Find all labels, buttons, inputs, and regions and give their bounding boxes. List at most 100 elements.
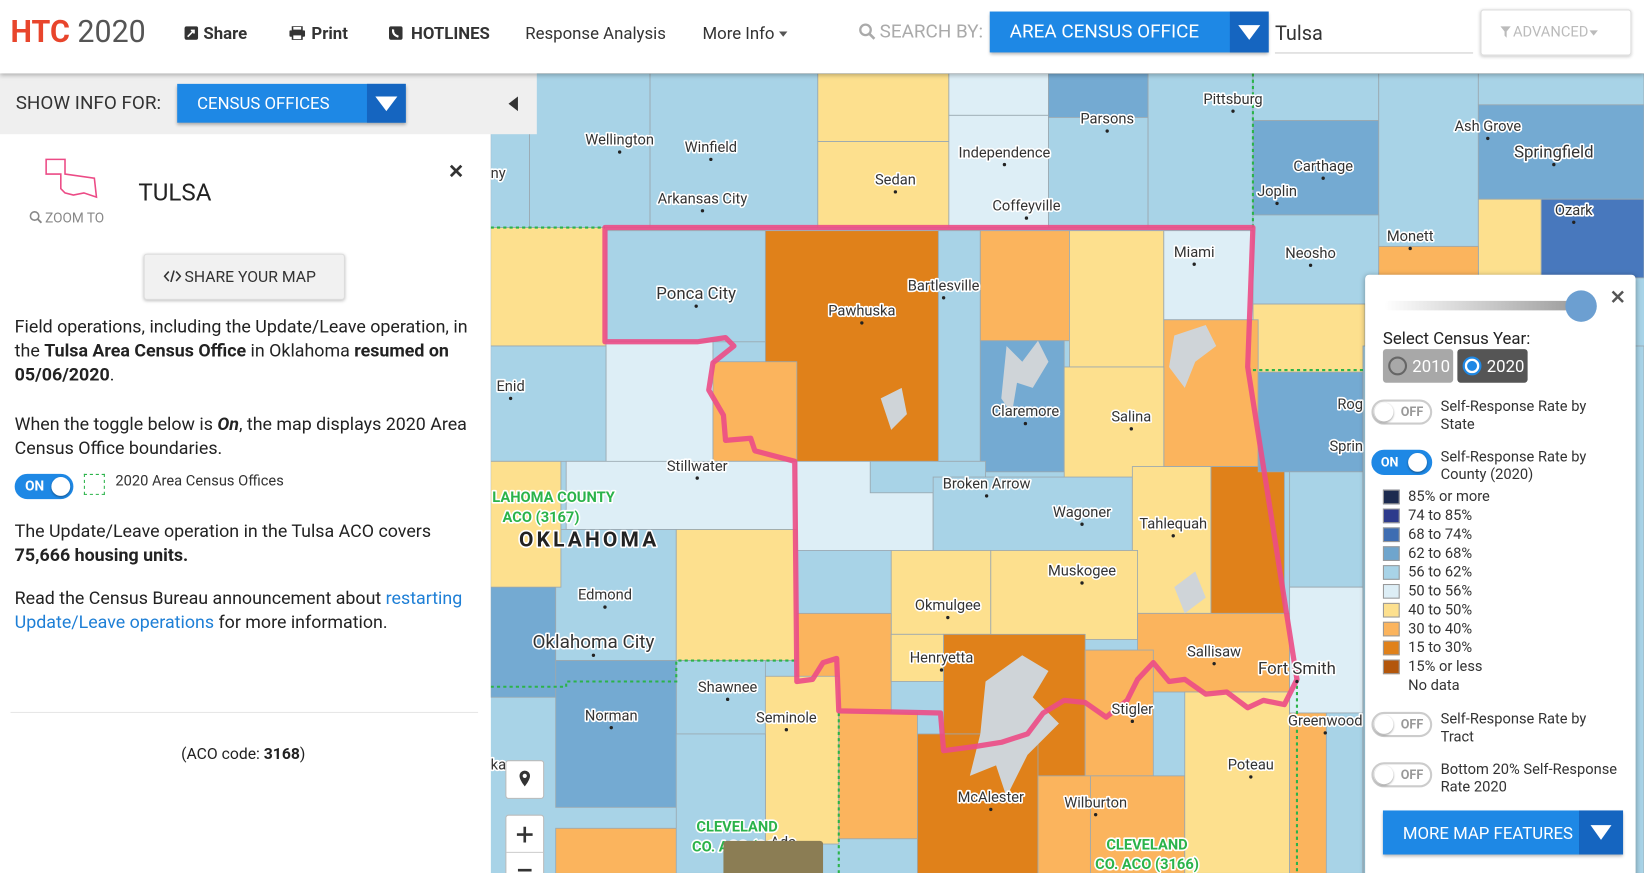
- city-label: McAlester: [958, 788, 1024, 806]
- share-icon: [184, 26, 199, 40]
- year-option[interactable]: 2020: [1457, 349, 1528, 383]
- nav-hotlines[interactable]: HOTLINES: [388, 23, 490, 43]
- nav-print[interactable]: Print: [289, 23, 348, 43]
- city-label: Joplin: [1257, 182, 1297, 200]
- toggle-knob: [1374, 402, 1394, 422]
- share-map-button[interactable]: SHARE YOUR MAP: [143, 253, 345, 300]
- search-select[interactable]: AREA CENSUS OFFICE: [989, 11, 1269, 53]
- city-label: Pittsburg: [1203, 90, 1262, 108]
- zoom-icon: [29, 211, 43, 224]
- text: When the toggle below is: [14, 414, 218, 436]
- city-dot: [1080, 522, 1084, 526]
- partial-label: Sprin: [1329, 437, 1363, 455]
- city-label: Fort Smith: [1258, 659, 1336, 679]
- legend-swatch: [1382, 602, 1400, 618]
- legend-label: 74 to 85%: [1408, 507, 1473, 525]
- logo[interactable]: HTC 2020: [10, 15, 145, 51]
- aco-swatch: [83, 473, 105, 495]
- aco-label: CLEVELAND: [1106, 835, 1187, 853]
- city-label: Bartlesville: [908, 276, 980, 294]
- advanced-button[interactable]: ADVANCED: [1480, 9, 1632, 56]
- county: [817, 141, 950, 228]
- city-label: Arkansas City: [658, 189, 748, 207]
- phone-icon: [388, 26, 403, 40]
- city-label: Okmulgee: [915, 596, 981, 614]
- county: [1089, 775, 1186, 873]
- toggle-label: 2020 Area Census Offices: [115, 472, 284, 490]
- county: [490, 227, 607, 347]
- show-info-bar: SHOW INFO FOR: CENSUS OFFICES: [0, 73, 537, 135]
- advanced-label: ADVANCED: [1512, 24, 1589, 41]
- state-label: OKLAHOMA: [519, 528, 659, 552]
- city-dot: [1024, 216, 1029, 220]
- layer-toggle[interactable]: ON: [1371, 449, 1433, 475]
- more-features-button[interactable]: MORE MAP FEATURES: [1382, 810, 1624, 855]
- toggle-knob: [1374, 715, 1394, 734]
- city-label: Neosho: [1285, 244, 1336, 262]
- city-label: Broken Arrow: [943, 475, 1031, 493]
- opacity-slider[interactable]: [1383, 300, 1584, 311]
- nav-share[interactable]: Share: [184, 23, 247, 43]
- city-dot: [1231, 109, 1235, 113]
- city-label: Henryetta: [910, 649, 974, 667]
- nav-label: More Info: [702, 23, 775, 43]
- county: [1325, 712, 1364, 873]
- map-features-panel: Select Census Year: MORE MAP FEATURES 20…: [1365, 274, 1636, 873]
- zoom-to[interactable]: ZOOM TO: [29, 211, 104, 226]
- aco-label: LAHOMA COUNTY: [492, 488, 616, 506]
- text: ): [299, 744, 306, 764]
- aco-boundaries: [490, 73, 1364, 873]
- county: [490, 345, 607, 462]
- locate-button[interactable]: [505, 760, 545, 799]
- toggle-knob: [51, 477, 71, 496]
- text: Read the Census Bureau announcement abou…: [14, 588, 386, 610]
- aco-label: CO. ACO (3166): [1095, 855, 1199, 873]
- search-icon: [859, 23, 876, 40]
- county: [1147, 73, 1254, 228]
- layer-toggle[interactable]: OFF: [1371, 711, 1433, 738]
- year-label: 2010: [1412, 356, 1451, 377]
- county: [1252, 214, 1380, 305]
- city-dot: [946, 615, 950, 620]
- map-control[interactable]: [723, 840, 824, 873]
- aco-toggle[interactable]: ON: [14, 473, 74, 500]
- county: [817, 73, 950, 142]
- zoom-buttons[interactable]: [505, 814, 545, 873]
- city-dot: [1212, 662, 1216, 666]
- paragraph: The Update/Leave operation in the Tulsa …: [15, 520, 476, 568]
- collapse-button[interactable]: [507, 96, 520, 112]
- city-label: Stigler: [1112, 700, 1154, 718]
- text-bold-italic: On: [217, 414, 239, 436]
- layer-toggle[interactable]: OFF: [1371, 399, 1433, 425]
- close-button[interactable]: [449, 164, 464, 179]
- county: [565, 460, 798, 530]
- city-dot: [700, 209, 705, 213]
- nav-response[interactable]: Response Analysis: [525, 23, 666, 43]
- search-input[interactable]: Tulsa: [1274, 10, 1474, 54]
- year-option[interactable]: 2010: [1382, 349, 1454, 383]
- search-select-text: AREA CENSUS OFFICE: [1009, 20, 1200, 43]
- city-label: Sedan: [875, 171, 916, 189]
- legend-swatch: [1382, 527, 1400, 543]
- select-arrow: [366, 83, 406, 123]
- paragraph: Read the Census Bureau announcement abou…: [15, 587, 476, 635]
- locate-icon: [519, 770, 531, 787]
- city-label: Ponca City: [656, 284, 736, 304]
- legend-swatch: [1382, 640, 1400, 656]
- panel-close[interactable]: [1610, 289, 1625, 304]
- state-outline: [45, 158, 98, 199]
- city-label: Ash Grove: [1454, 117, 1521, 135]
- link[interactable]: restarting Update/Leave operations: [14, 588, 463, 634]
- aco-label: ACO (3167): [503, 508, 580, 526]
- print-icon: [289, 25, 306, 41]
- show-info-select[interactable]: CENSUS OFFICES: [177, 83, 406, 123]
- share-map-wrap: SHARE YOUR MAP: [163, 267, 316, 286]
- city-label: Norman: [585, 706, 638, 724]
- city-dot: [989, 807, 993, 812]
- city-dot: [508, 396, 513, 401]
- slider-knob[interactable]: [1565, 290, 1597, 322]
- nav-more-info[interactable]: More Info: [702, 23, 788, 43]
- layer-toggle[interactable]: OFF: [1371, 762, 1433, 788]
- county: [490, 460, 562, 588]
- city-label: Winfield: [685, 138, 737, 156]
